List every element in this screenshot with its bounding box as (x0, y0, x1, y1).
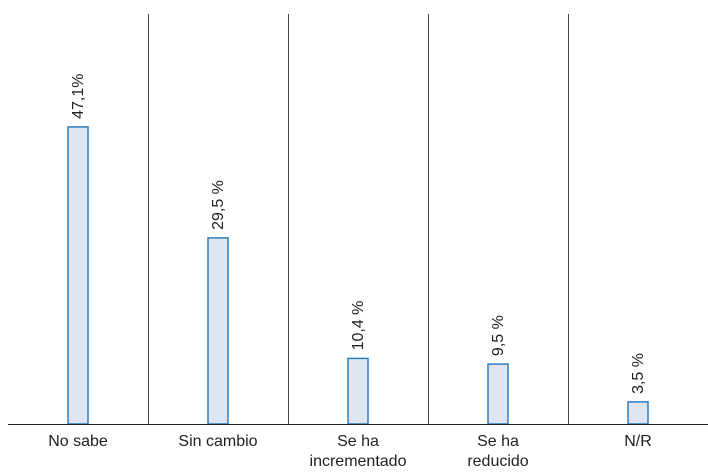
data-label: 47,1% (70, 74, 87, 119)
data-label: 10,4 % (350, 301, 367, 351)
bar (627, 401, 649, 425)
x-tick-label: Se ha incrementado (310, 433, 407, 470)
x-tick-label: Sin cambio (178, 433, 257, 450)
x-tick-labels: No sabe Sin cambio Se ha incrementado Se ha r… (48, 433, 652, 470)
data-label: 29,5 % (210, 180, 227, 230)
category-separators (148, 14, 569, 424)
bar (67, 126, 89, 425)
x-tick-label: No sabe (48, 433, 108, 450)
bars (67, 126, 649, 425)
x-tick-label-line: Sin cambio (178, 433, 257, 450)
bar (207, 237, 229, 425)
bar (487, 363, 509, 425)
x-tick-label-line: incrementado (310, 453, 407, 470)
data-label: 9,5 % (490, 315, 507, 356)
data-label: 3,5 % (630, 353, 647, 394)
x-tick-label-line: reducido (467, 453, 528, 470)
x-tick-label-line: Se ha (337, 433, 379, 450)
x-tick-label-line: Se ha (477, 433, 519, 450)
bar (347, 357, 369, 425)
x-tick-label-line: No sabe (48, 433, 108, 450)
x-tick-label: Se ha reducido (467, 433, 528, 470)
data-labels: 47,1% 29,5 % 10,4 % 9,5 % 3,5 % (70, 74, 647, 394)
x-tick-label: N/R (624, 433, 652, 450)
x-tick-label-line: N/R (624, 433, 652, 450)
